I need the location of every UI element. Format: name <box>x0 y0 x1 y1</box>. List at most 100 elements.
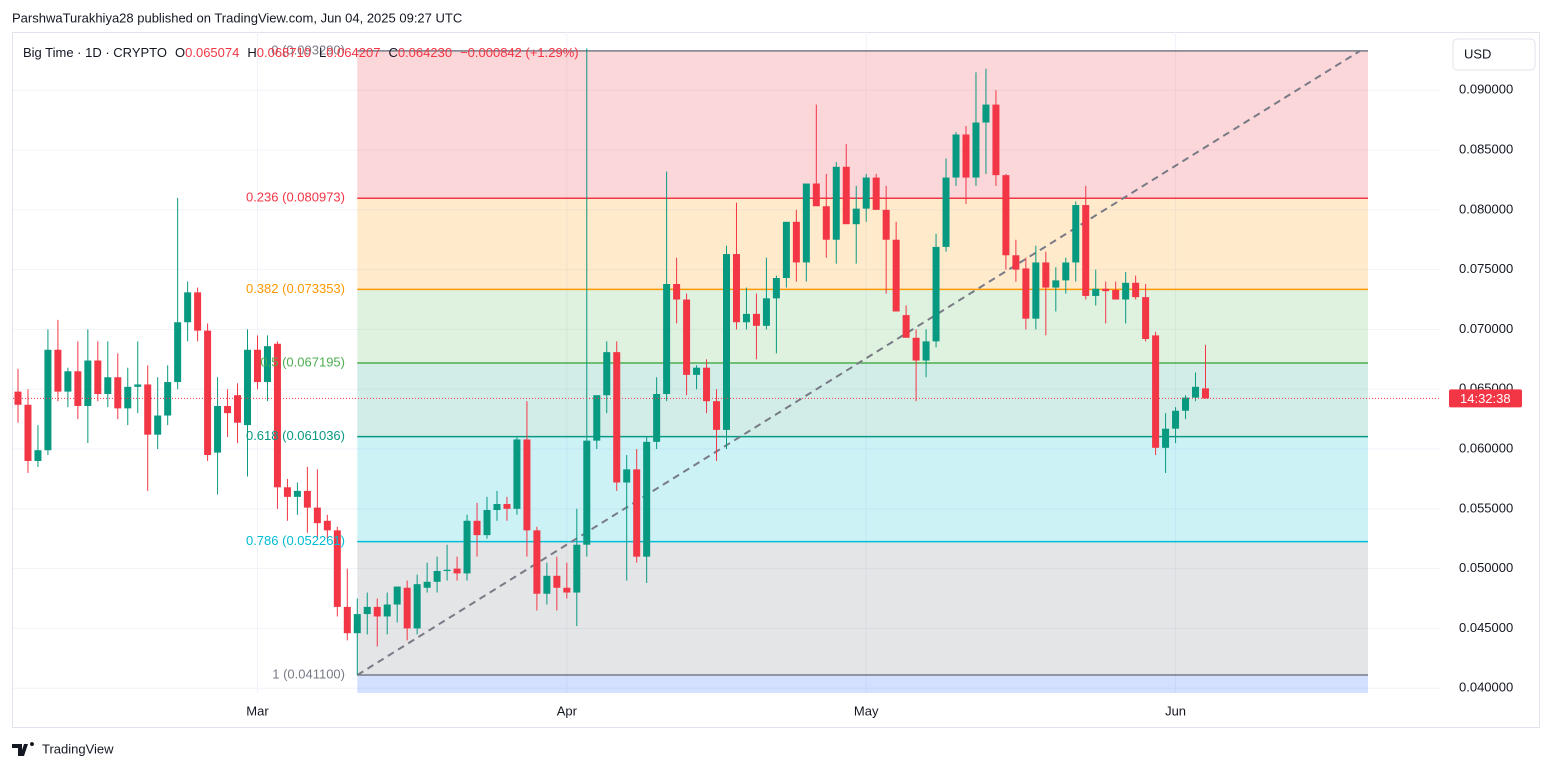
candle-body <box>333 530 341 607</box>
fib-label: 1 (0.041100) <box>272 666 345 681</box>
candle-body <box>962 134 970 178</box>
x-tick-label: Apr <box>557 703 578 718</box>
candle-body <box>174 322 182 383</box>
candle-body <box>892 239 900 312</box>
candle-body <box>313 507 321 524</box>
candle-body <box>882 209 890 240</box>
candle-body <box>353 614 361 634</box>
candle-body <box>932 246 940 342</box>
candle-body <box>553 575 561 588</box>
y-tick-label: 0.060000 <box>1459 440 1513 455</box>
candle-body <box>1182 397 1190 411</box>
y-tick-label: 0.070000 <box>1459 321 1513 336</box>
countdown-box <box>1449 389 1522 408</box>
candle-body <box>1082 205 1090 296</box>
fib-label: 0.786 (0.052261) <box>246 533 345 548</box>
candle-body <box>1162 428 1170 448</box>
candle-body <box>832 166 840 240</box>
candle-body <box>693 367 701 375</box>
candle-body <box>1172 410 1180 429</box>
candle-body <box>633 469 641 557</box>
x-tick-label: May <box>854 703 879 718</box>
candle-body <box>902 315 910 338</box>
candle-body <box>184 292 192 323</box>
candle-body <box>1052 280 1060 288</box>
fib-label: 0.236 (0.080973) <box>246 190 345 205</box>
candle-body <box>742 313 750 323</box>
candle-body <box>822 206 830 240</box>
candle-body <box>772 277 780 299</box>
candle-body <box>14 391 22 405</box>
y-tick-label: 0.090000 <box>1459 82 1513 97</box>
change: −0.000842 (+1.29%) <box>460 45 579 60</box>
candle-body <box>982 104 990 123</box>
candle-body <box>224 405 232 414</box>
candle-body <box>782 221 790 278</box>
candle-body <box>303 490 311 508</box>
brand-logo <box>12 742 34 756</box>
candle-body <box>194 292 202 331</box>
candle-body <box>643 441 651 557</box>
candle-body <box>952 134 960 178</box>
fib-trend-line <box>356 50 1361 676</box>
candle-body <box>263 346 271 383</box>
symbol: Big Time · 1D · CRYPTO <box>23 45 167 60</box>
candle-body <box>603 352 611 396</box>
y-tick-label: 0.075000 <box>1459 261 1513 276</box>
candle-body <box>204 330 212 456</box>
candle-body <box>393 586 401 605</box>
candle-body <box>563 587 571 593</box>
candle-body <box>842 166 850 225</box>
candle-body <box>912 337 920 361</box>
ohlc-label: C <box>388 45 397 60</box>
candle-body <box>363 606 371 615</box>
candle-body <box>214 405 222 453</box>
countdown: 14:32:38 <box>1460 391 1511 406</box>
candle-body <box>613 352 621 483</box>
ohlc-value: 0.064230 <box>398 45 452 60</box>
candle-body <box>1002 175 1010 256</box>
candle-body <box>54 349 62 392</box>
candle-body <box>144 384 152 435</box>
candle-body <box>972 122 980 178</box>
x-tick-label: Jun <box>1165 703 1186 718</box>
candle-body <box>1022 268 1030 319</box>
candle-body <box>663 283 671 395</box>
candle-body <box>483 510 491 536</box>
candle-body <box>453 568 461 574</box>
candle-body <box>732 254 740 323</box>
fib-label: 0.382 (0.073353) <box>246 281 345 296</box>
y-tick-label: 0.045000 <box>1459 620 1513 635</box>
candle-body <box>244 349 252 426</box>
candle-body <box>812 183 820 207</box>
candle-body <box>84 360 92 406</box>
candle-body <box>154 415 162 435</box>
fib-zone <box>357 289 1368 363</box>
chart-frame <box>12 32 1540 728</box>
fib-zone <box>357 362 1368 437</box>
candle-body <box>523 439 531 531</box>
fib-label: 0 (0.093290) <box>271 42 345 57</box>
plot <box>13 32 1440 693</box>
candle-body <box>862 177 870 209</box>
currency-button[interactable] <box>1452 38 1536 71</box>
candle-body <box>513 439 521 509</box>
candle-body <box>164 382 172 416</box>
candle-body <box>573 544 581 593</box>
candle-body <box>134 384 142 387</box>
candle-body <box>1112 289 1120 300</box>
candle-body <box>124 386 132 409</box>
candle-body <box>373 606 381 617</box>
candle-body <box>74 371 82 406</box>
candle-body <box>94 360 102 395</box>
candle-body <box>1142 297 1150 339</box>
candle-body <box>463 520 471 574</box>
candle-body <box>323 520 331 531</box>
candle-body <box>1201 388 1209 399</box>
currency: USD <box>1464 46 1491 61</box>
candle-body <box>802 183 810 263</box>
ohlc-value: 0.068710 <box>257 45 311 60</box>
candle-body <box>1062 262 1070 281</box>
ohlc-header: Big Time · 1D · CRYPTO O0.065074 H0.068710… <box>23 45 579 60</box>
